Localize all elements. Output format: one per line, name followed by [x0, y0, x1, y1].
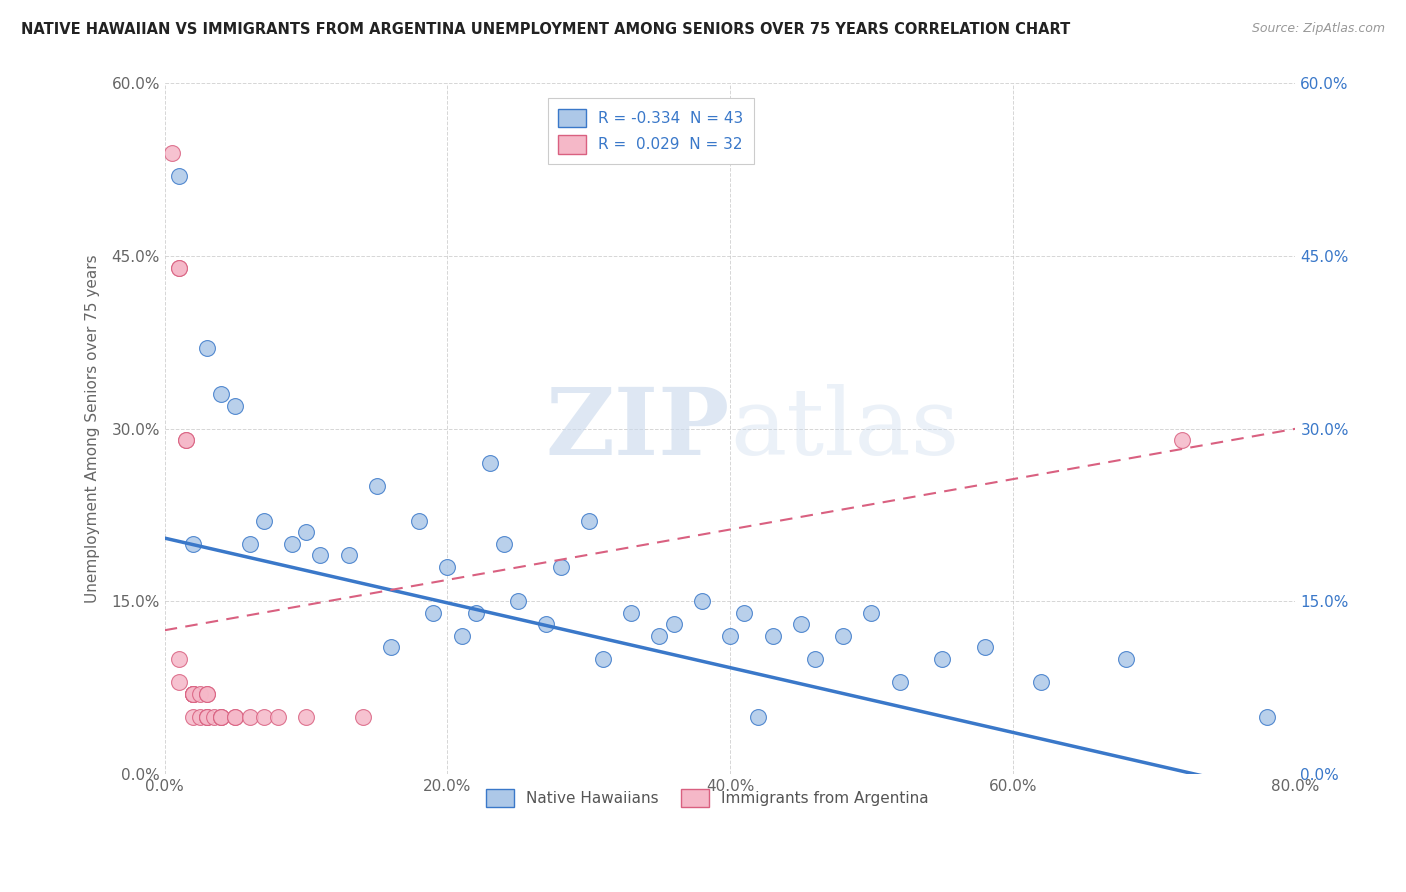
Point	[1115, 652, 1137, 666]
Point	[195, 709, 218, 723]
Point	[592, 652, 614, 666]
Point	[188, 709, 211, 723]
Text: atlas: atlas	[730, 384, 959, 474]
Point	[281, 537, 304, 551]
Point	[167, 675, 190, 690]
Point	[832, 629, 855, 643]
Point	[309, 549, 332, 563]
Point	[1256, 709, 1278, 723]
Point	[195, 341, 218, 355]
Point	[550, 560, 572, 574]
Point	[422, 606, 444, 620]
Point	[578, 514, 600, 528]
Point	[224, 709, 246, 723]
Point	[202, 709, 225, 723]
Point	[366, 479, 388, 493]
Point	[408, 514, 430, 528]
Point	[267, 709, 290, 723]
Point	[436, 560, 458, 574]
Point	[295, 709, 318, 723]
Point	[1171, 434, 1194, 448]
Point	[181, 537, 204, 551]
Point	[209, 709, 232, 723]
Point	[209, 709, 232, 723]
Point	[188, 687, 211, 701]
Point	[195, 687, 218, 701]
Point	[492, 537, 515, 551]
Point	[648, 629, 671, 643]
Point	[195, 709, 218, 723]
Point	[167, 169, 190, 183]
Point	[973, 640, 995, 655]
Point	[620, 606, 643, 620]
Point	[718, 629, 741, 643]
Point	[804, 652, 827, 666]
Point	[295, 525, 318, 540]
Point	[860, 606, 883, 620]
Point	[662, 617, 685, 632]
Point	[181, 687, 204, 701]
Point	[239, 709, 262, 723]
Point	[733, 606, 755, 620]
Point	[181, 687, 204, 701]
Point	[337, 549, 360, 563]
Point	[160, 145, 183, 160]
Point	[253, 514, 276, 528]
Point	[790, 617, 813, 632]
Point	[536, 617, 558, 632]
Point	[209, 709, 232, 723]
Point	[181, 687, 204, 701]
Point	[931, 652, 953, 666]
Point	[195, 709, 218, 723]
Point	[195, 687, 218, 701]
Legend: Native Hawaiians, Immigrants from Argentina: Native Hawaiians, Immigrants from Argent…	[478, 780, 936, 814]
Point	[1029, 675, 1052, 690]
Point	[450, 629, 472, 643]
Point	[167, 652, 190, 666]
Point	[181, 687, 204, 701]
Point	[508, 594, 530, 608]
Y-axis label: Unemployment Among Seniors over 75 years: Unemployment Among Seniors over 75 years	[86, 254, 100, 603]
Point	[167, 260, 190, 275]
Point	[380, 640, 402, 655]
Point	[478, 456, 501, 470]
Text: NATIVE HAWAIIAN VS IMMIGRANTS FROM ARGENTINA UNEMPLOYMENT AMONG SENIORS OVER 75 : NATIVE HAWAIIAN VS IMMIGRANTS FROM ARGEN…	[21, 22, 1070, 37]
Point	[464, 606, 486, 620]
Point	[181, 687, 204, 701]
Point	[174, 434, 197, 448]
Point	[747, 709, 769, 723]
Text: ZIP: ZIP	[546, 384, 730, 474]
Point	[239, 537, 262, 551]
Point	[690, 594, 713, 608]
Point	[253, 709, 276, 723]
Point	[224, 399, 246, 413]
Point	[889, 675, 911, 690]
Point	[174, 434, 197, 448]
Point	[167, 260, 190, 275]
Point	[224, 709, 246, 723]
Point	[352, 709, 374, 723]
Text: Source: ZipAtlas.com: Source: ZipAtlas.com	[1251, 22, 1385, 36]
Point	[761, 629, 783, 643]
Point	[209, 387, 232, 401]
Point	[181, 709, 204, 723]
